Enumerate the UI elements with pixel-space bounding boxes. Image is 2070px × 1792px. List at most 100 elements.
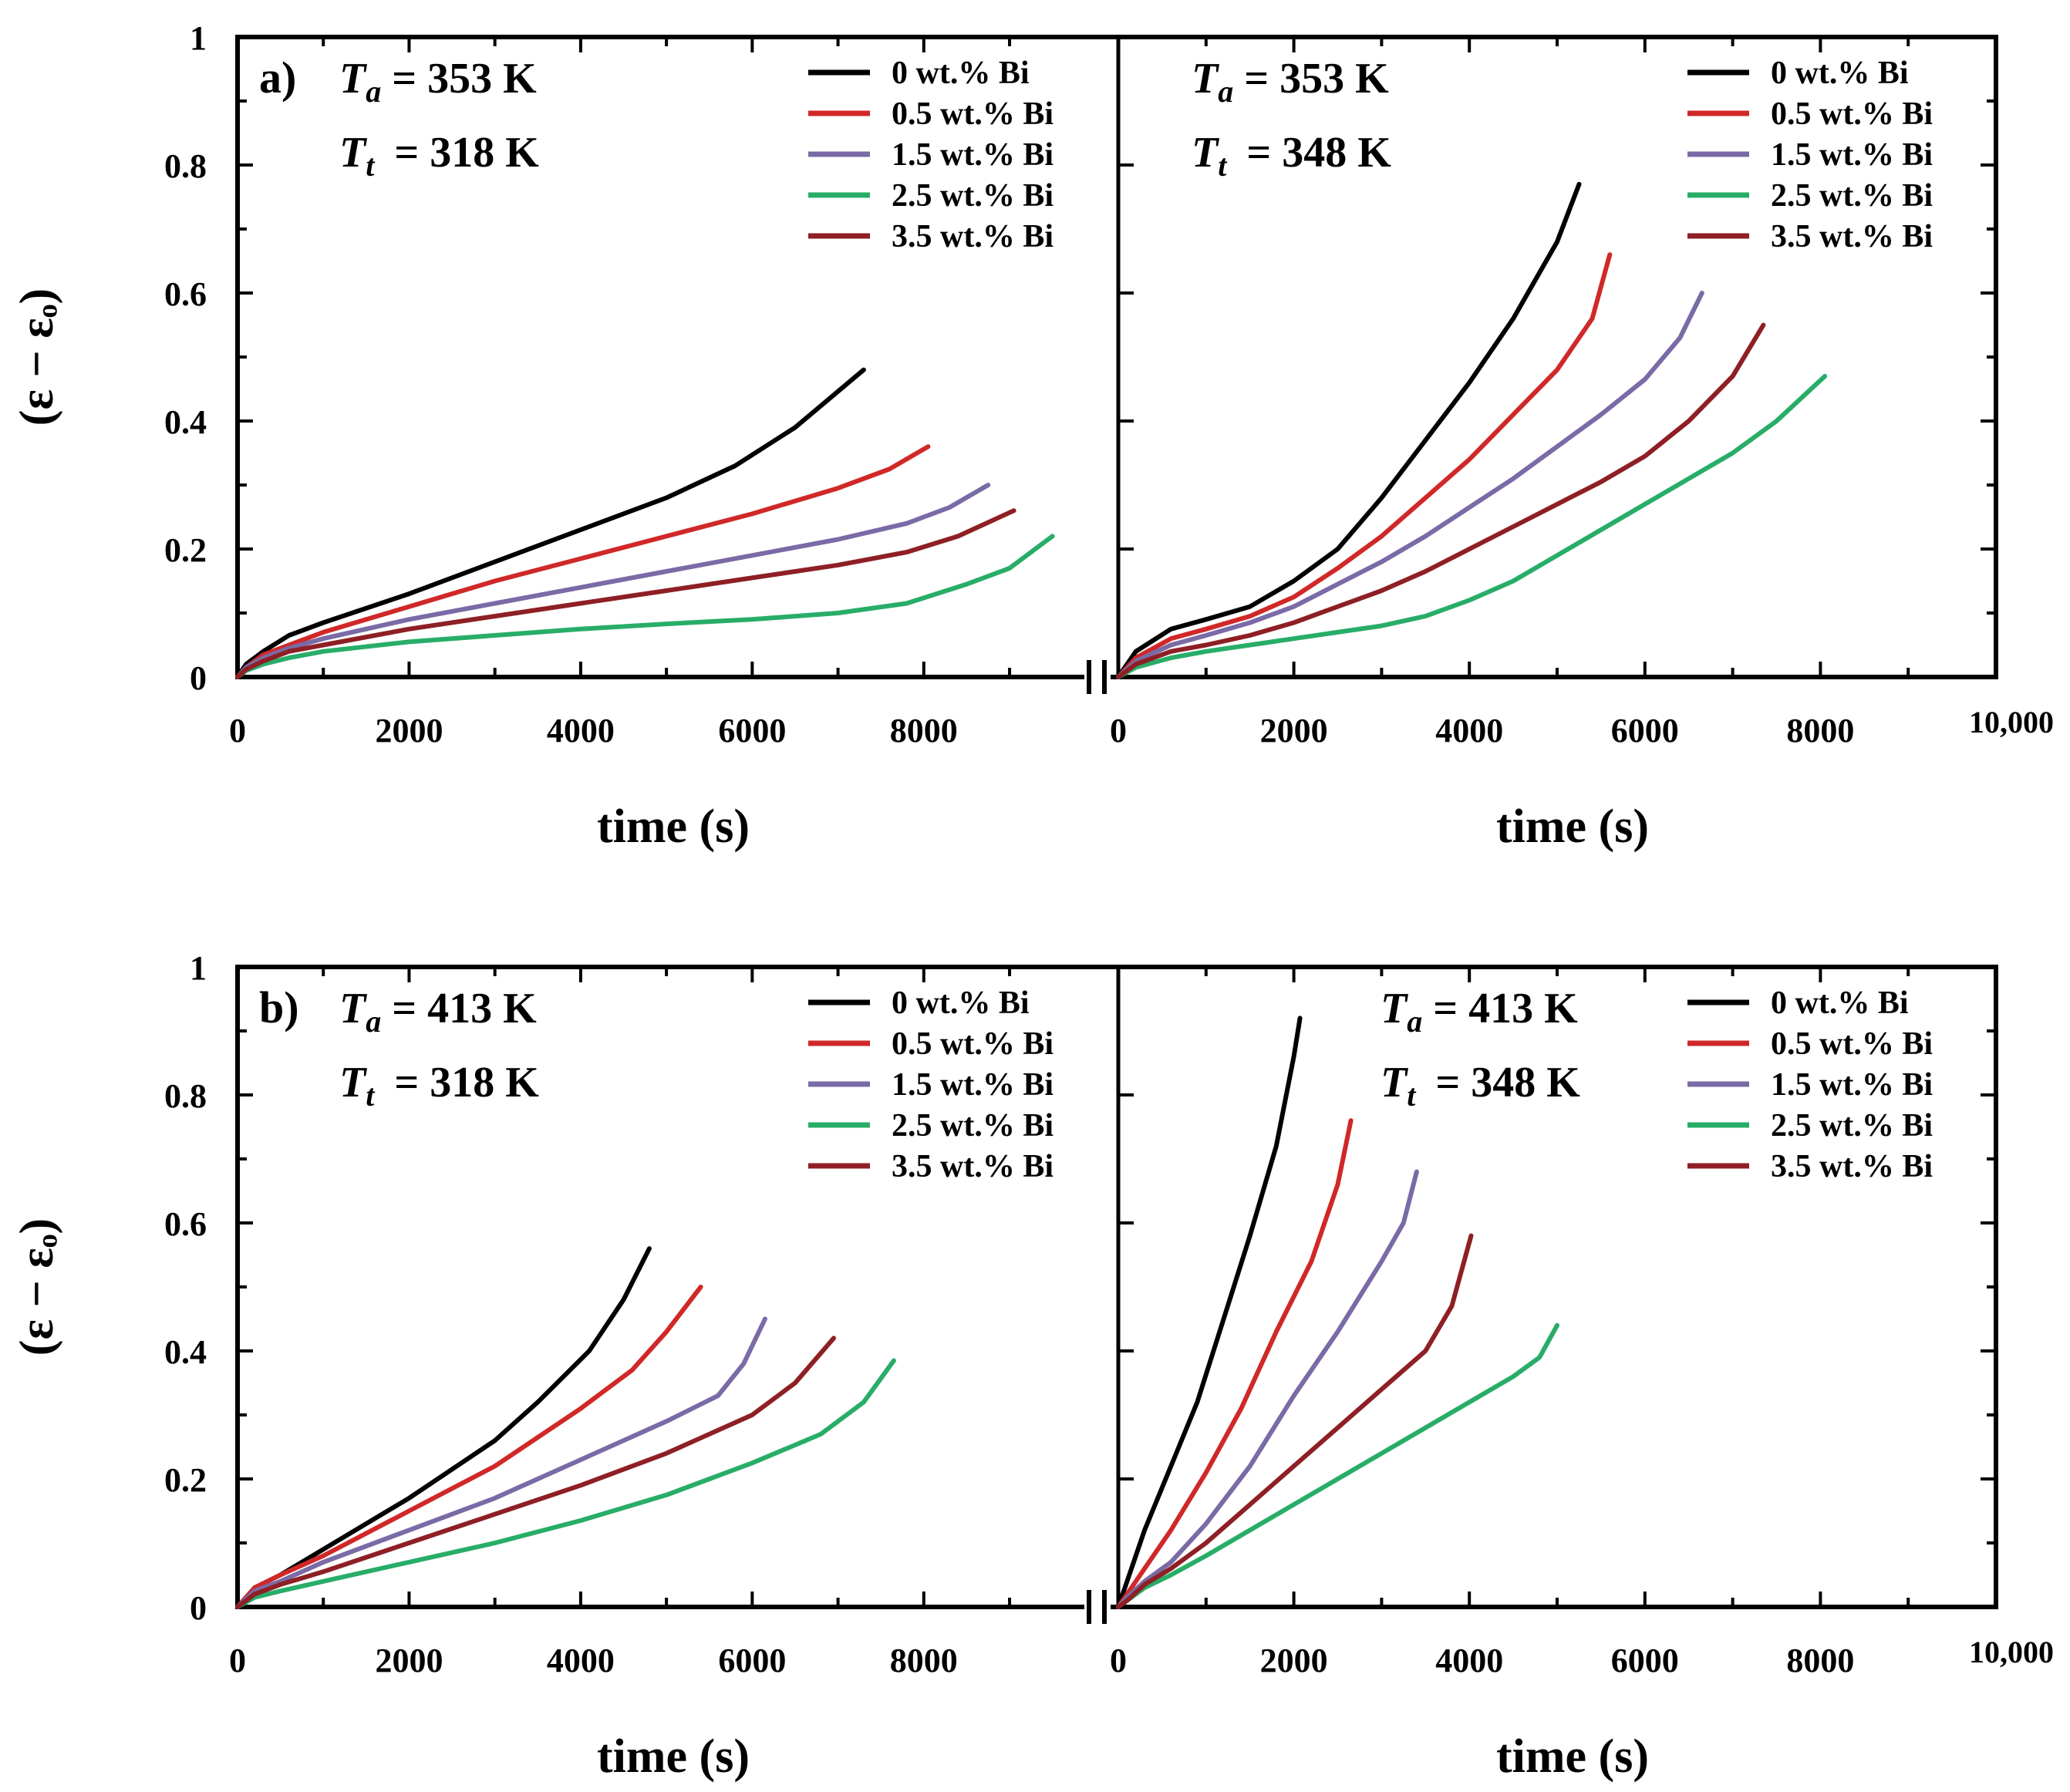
axis-break-marker [1084,660,1111,694]
legend-label: 0 wt.% Bi [1771,56,1909,91]
legend: 0 wt.% Bi 0.5 wt.% Bi 1.5 wt.% Bi 2.5 wt.% … [1687,985,1933,1184]
x-tick-label: 8000 [1786,1642,1854,1679]
series-line-1-5-wt-bi [235,483,991,679]
series-line-2-5-wt-bi [235,534,1055,679]
series-line-0-wt-bi [235,367,866,679]
x-axis-title: time (s) [1496,800,1649,853]
annealing-temperature: Ta = 353 K [339,55,537,109]
series-lines [235,1246,896,1609]
annealing-temperature: Ta = 413 K [339,985,537,1039]
legend-label: 1.5 wt.% Bi [1771,1067,1933,1103]
x-axis-title: time (s) [1496,1730,1649,1783]
series-lines [1116,181,1828,679]
x-tick-label: 8000 [890,1642,958,1679]
series-line-0-5-wt-bi [235,444,931,679]
x-axis: 0 2000 4000 6000 8000 10,000 [1110,37,2054,749]
panel-label: b) [259,982,299,1032]
x-tick-label: 10,000 [1969,1635,2054,1669]
legend-label: 0 wt.% Bi [1771,985,1909,1021]
y-tick-label: 0.4 [164,1333,207,1371]
y-tick-label: 1 [190,949,207,987]
y-axis: 0 0.2 0.4 0.6 0.8 1 [164,19,1996,697]
legend-label: 0.5 wt.% Bi [1771,1026,1933,1062]
legend-label: 3.5 wt.% Bi [892,1149,1054,1184]
x-tick-label: 0 [229,712,246,749]
x-tick-label: 6000 [1611,712,1679,749]
series-line-3-5-wt-bi [1116,322,1766,679]
temperature-annotation: Ta = 413 K Tt = 348 K [1381,985,1580,1113]
x-tick-label: 2000 [375,712,443,749]
y-tick-label: 0.2 [164,1461,207,1499]
x-axis-title: time (s) [597,800,750,853]
legend-label: 1.5 wt.% Bi [892,1067,1054,1103]
panel-a: 0 0.2 0.4 0.6 0.8 1 (ε − εₒ) 0 2000 4000 6000 8000 t… [11,19,2054,853]
legend-label: 1.5 wt.% Bi [1771,137,1933,173]
x-tick-label: 4000 [1435,712,1503,749]
y-tick-label: 0.8 [164,147,207,185]
series-line-3-5-wt-bi [235,508,1016,679]
annealing-temperature: Ta = 353 K [1192,55,1389,109]
y-tick-label: 0 [190,659,207,697]
legend: 0 wt.% Bi 0.5 wt.% Bi 1.5 wt.% Bi 2.5 wt.% … [1687,56,1933,254]
legend-label: 3.5 wt.% Bi [892,219,1054,254]
y-tick-label: 0.6 [164,275,207,313]
legend-label: 0.5 wt.% Bi [892,1026,1054,1062]
legend-label: 2.5 wt.% Bi [1771,1108,1933,1144]
temperature-annotation: Ta = 353 K Tt = 348 K [1192,55,1391,183]
y-tick-label: 0.4 [164,403,207,441]
x-tick-label: 8000 [1786,712,1854,749]
subplot-a-1: 0 2000 4000 6000 8000 time (s) 0 wt.% Bi 0.5 wt… [229,37,1055,853]
x-tick-label: 4000 [547,712,615,749]
y-axis-title: (ε − εₒ) [11,288,63,426]
x-tick-label: 4000 [1435,1642,1503,1679]
legend: 0 wt.% Bi 0.5 wt.% Bi 1.5 wt.% Bi 2.5 wt.% … [808,985,1054,1184]
y-axis: 0 0.2 0.4 0.6 0.8 1 [164,949,1996,1627]
legend: 0 wt.% Bi 0.5 wt.% Bi 1.5 wt.% Bi 2.5 wt.% … [808,56,1054,254]
series-line-1-5-wt-bi [1116,291,1704,679]
series-line-1-5-wt-bi [235,1316,767,1609]
series-line-1-5-wt-bi [1116,1169,1419,1609]
x-tick-label: 0 [229,1642,246,1679]
test-temperature: Tt = 348 K [1192,129,1391,183]
x-tick-label: 2000 [1260,1642,1328,1679]
y-tick-label: 0.6 [164,1205,207,1243]
legend-label: 2.5 wt.% Bi [892,178,1054,214]
y-axis-title: (ε − εₒ) [11,1218,63,1356]
series-line-0-5-wt-bi [1116,252,1613,679]
series-lines [1116,1016,1559,1609]
panel-b: 0 0.2 0.4 0.6 0.8 1 (ε − εₒ) 0 2000 4000 6000 8000 t… [11,949,2054,1783]
x-tick-label: 0 [1110,1642,1127,1679]
series-line-2-5-wt-bi [1116,373,1828,679]
legend-label: 2.5 wt.% Bi [1771,178,1933,214]
temperature-annotation: Ta = 413 K Tt = 318 K [339,985,539,1113]
test-temperature: Tt = 318 K [339,1059,539,1113]
subplot-a-2: 0 2000 4000 6000 8000 10,000 time (s) 0 wt.% Bi… [1110,37,2054,853]
x-tick-label: 10,000 [1969,705,2054,739]
x-axis: 0 2000 4000 6000 8000 [229,967,1012,1679]
legend-label: 0 wt.% Bi [892,56,1030,91]
subplot-b-1: 0 2000 4000 6000 8000 time (s) 0 wt.% Bi 0.5 wt… [229,967,1054,1783]
x-tick-label: 6000 [718,1642,786,1679]
x-axis: 0 2000 4000 6000 8000 [229,37,1012,749]
y-tick-label: 0.8 [164,1077,207,1115]
panel-label: a) [259,52,296,103]
series-line-0-5-wt-bi [235,1285,703,1609]
legend-label: 0.5 wt.% Bi [892,96,1054,132]
x-tick-label: 4000 [547,1642,615,1679]
series-lines [235,367,1055,679]
series-line-3-5-wt-bi [1116,1233,1474,1609]
y-tick-label: 0.2 [164,531,207,569]
legend-label: 3.5 wt.% Bi [1771,1149,1933,1184]
x-tick-label: 2000 [375,1642,443,1679]
temperature-annotation: Ta = 353 K Tt = 318 K [339,55,539,183]
series-line-0-wt-bi [1116,1016,1303,1609]
series-line-2-5-wt-bi [235,1358,896,1609]
series-line-0-wt-bi [1116,181,1582,679]
legend-label: 2.5 wt.% Bi [892,1108,1054,1144]
x-tick-label: 2000 [1260,712,1328,749]
series-line-3-5-wt-bi [235,1336,836,1609]
legend-label: 0.5 wt.% Bi [1771,96,1933,132]
y-tick-label: 0 [190,1589,207,1627]
x-tick-label: 8000 [890,712,958,749]
